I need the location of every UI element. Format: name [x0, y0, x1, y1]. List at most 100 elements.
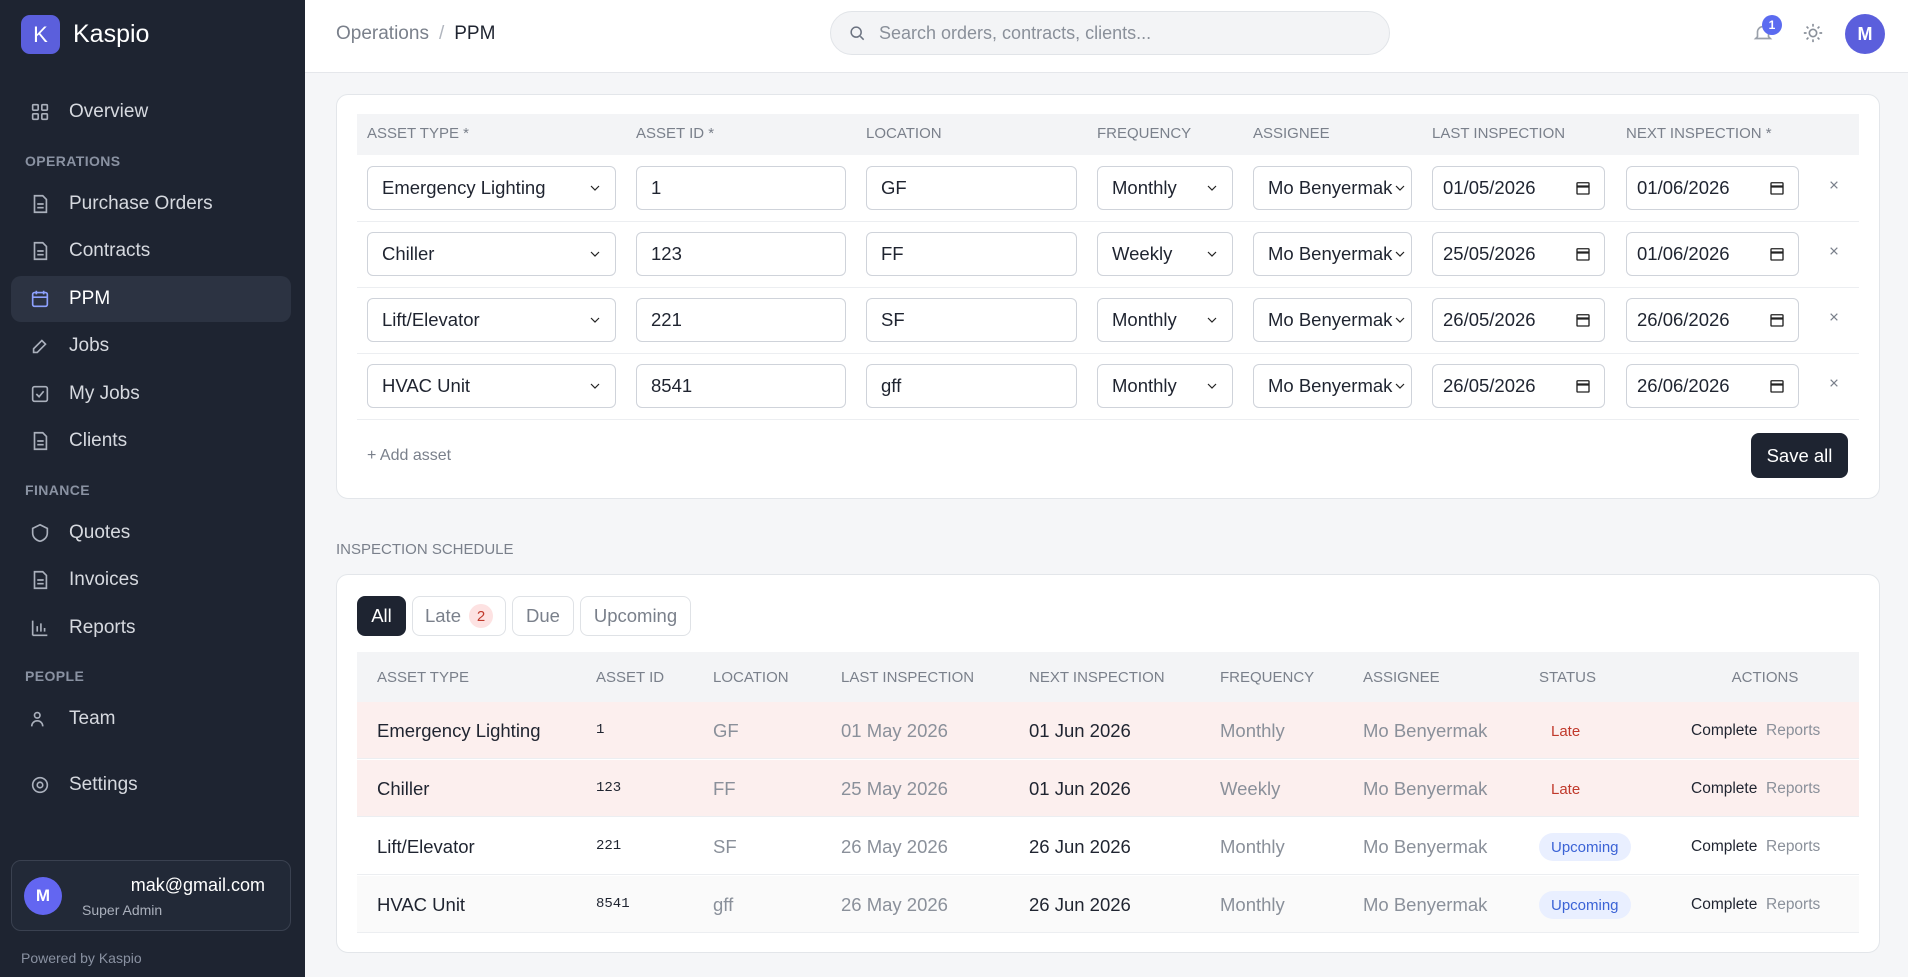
- nav-item[interactable]: My Jobs: [11, 371, 291, 417]
- column-header: FREQUENCY: [1220, 669, 1315, 686]
- text-input[interactable]: FF: [866, 232, 1077, 276]
- text-input[interactable]: GF: [866, 166, 1077, 210]
- icon: [1830, 313, 1838, 321]
- icon: [1830, 379, 1838, 387]
- field-value: Mo Benyermak: [1268, 177, 1393, 198]
- complete-action[interactable]: Complete: [1691, 780, 1758, 797]
- filter-tab[interactable]: Late 2: [412, 596, 506, 636]
- column-header: NEXT INSPECTION *: [1626, 125, 1772, 142]
- table-cell: 123: [596, 780, 622, 796]
- filter-tab[interactable]: Due: [512, 596, 574, 636]
- nav-item[interactable]: Contracts: [11, 228, 291, 274]
- reports-action[interactable]: Reports: [1766, 896, 1821, 913]
- filter-tab[interactable]: Upcoming: [580, 596, 691, 636]
- text-input[interactable]: gff: [866, 364, 1077, 408]
- date-input[interactable]: 26/06/2026: [1626, 298, 1799, 342]
- icon: [32, 339, 47, 354]
- date-input[interactable]: 25/05/2026: [1432, 232, 1605, 276]
- nav-item[interactable]: Quotes: [11, 510, 291, 556]
- search-box[interactable]: Search orders, contracts, clients...: [830, 11, 1390, 55]
- select[interactable]: Emergency Lighting: [367, 166, 616, 210]
- select[interactable]: Mo Benyermak: [1253, 364, 1412, 408]
- select[interactable]: Lift/Elevator: [367, 298, 616, 342]
- reports-action[interactable]: Reports: [1766, 838, 1821, 855]
- table-cell: Mo Benyermak: [1363, 894, 1488, 915]
- reports-action[interactable]: Reports: [1766, 780, 1821, 797]
- select[interactable]: Mo Benyermak: [1253, 166, 1412, 210]
- date-input[interactable]: 26/06/2026: [1626, 364, 1799, 408]
- field-value: Chiller: [382, 243, 435, 264]
- nav-item[interactable]: Invoices: [11, 557, 291, 603]
- field-value: Mo Benyermak: [1268, 309, 1393, 330]
- nav-label: PPM: [69, 287, 111, 309]
- user-role: Super Admin: [82, 902, 163, 918]
- icon: [1395, 251, 1405, 257]
- nav-item[interactable]: PPM: [11, 275, 291, 322]
- save-button[interactable]: Save all: [1751, 433, 1848, 478]
- icon: [33, 194, 48, 213]
- complete-action[interactable]: Complete: [1691, 838, 1758, 855]
- select[interactable]: Monthly: [1097, 166, 1233, 210]
- column-header: LOCATION: [713, 669, 789, 686]
- breadcrumb-item[interactable]: Operations: [336, 23, 429, 44]
- date-input[interactable]: 01/06/2026: [1626, 232, 1799, 276]
- text-input[interactable]: 123: [636, 232, 846, 276]
- table-cell: 26 Jun 2026: [1029, 894, 1131, 915]
- field-value: 1: [651, 177, 662, 198]
- nav-item[interactable]: Jobs: [11, 323, 291, 369]
- nav-item[interactable]: Overview: [11, 89, 291, 135]
- complete-action[interactable]: Complete: [1691, 722, 1758, 739]
- logo: K: [21, 15, 60, 54]
- text-input[interactable]: 8541: [636, 364, 846, 408]
- date-input[interactable]: 01/06/2026: [1626, 166, 1799, 210]
- select[interactable]: HVAC Unit: [367, 364, 616, 408]
- field-value: 01/06/2026: [1637, 243, 1730, 264]
- select[interactable]: Chiller: [367, 232, 616, 276]
- avatar[interactable]: M: [1845, 14, 1885, 54]
- nav-item[interactable]: Clients: [11, 418, 291, 464]
- nav-item[interactable]: Team: [11, 696, 291, 742]
- icon: [33, 431, 48, 451]
- breadcrumb: Operations / PPM: [336, 23, 495, 45]
- date-input[interactable]: 26/05/2026: [1432, 364, 1605, 408]
- column-header: ASSIGNEE: [1253, 125, 1330, 142]
- select[interactable]: Weekly: [1097, 232, 1233, 276]
- nav-item[interactable]: Settings: [11, 762, 291, 808]
- theme-toggle[interactable]: [1802, 22, 1824, 49]
- field-value: gff: [881, 375, 902, 396]
- nav-label: My Jobs: [69, 382, 140, 404]
- filter-tab[interactable]: All: [357, 596, 406, 636]
- field-value: SF: [881, 309, 905, 330]
- text-input[interactable]: 1: [636, 166, 846, 210]
- icon: [1830, 181, 1838, 189]
- remove-row[interactable]: [1826, 243, 1842, 264]
- select[interactable]: Monthly: [1097, 364, 1233, 408]
- select[interactable]: Monthly: [1097, 298, 1233, 342]
- notification-badge: 1: [1762, 15, 1782, 35]
- date-input[interactable]: 26/05/2026: [1432, 298, 1605, 342]
- reports-action[interactable]: Reports: [1766, 722, 1821, 739]
- tab-label: Due: [526, 605, 560, 626]
- nav-item[interactable]: Purchase Orders: [11, 181, 291, 227]
- complete-action[interactable]: Complete: [1691, 896, 1758, 913]
- row-divider: [357, 353, 1859, 354]
- icon: [31, 385, 49, 402]
- remove-row[interactable]: [1826, 177, 1842, 198]
- search-placeholder: Search orders, contracts, clients...: [879, 22, 1152, 43]
- select[interactable]: Mo Benyermak: [1253, 232, 1412, 276]
- date-input[interactable]: 01/05/2026: [1432, 166, 1605, 210]
- nav-item[interactable]: Reports: [11, 605, 291, 651]
- notifications[interactable]: 1: [1752, 15, 1782, 46]
- icon: [31, 103, 49, 121]
- select[interactable]: Mo Benyermak: [1253, 298, 1412, 342]
- table-cell: Mo Benyermak: [1363, 720, 1488, 741]
- text-input[interactable]: 221: [636, 298, 846, 342]
- table-cell: GF: [713, 720, 739, 741]
- remove-row[interactable]: [1826, 375, 1842, 396]
- text-input[interactable]: SF: [866, 298, 1077, 342]
- remove-row[interactable]: [1826, 309, 1842, 330]
- add-asset[interactable]: + Add asset: [367, 447, 452, 464]
- table-cell: 1: [596, 722, 605, 738]
- nav-label: Reports: [69, 616, 136, 638]
